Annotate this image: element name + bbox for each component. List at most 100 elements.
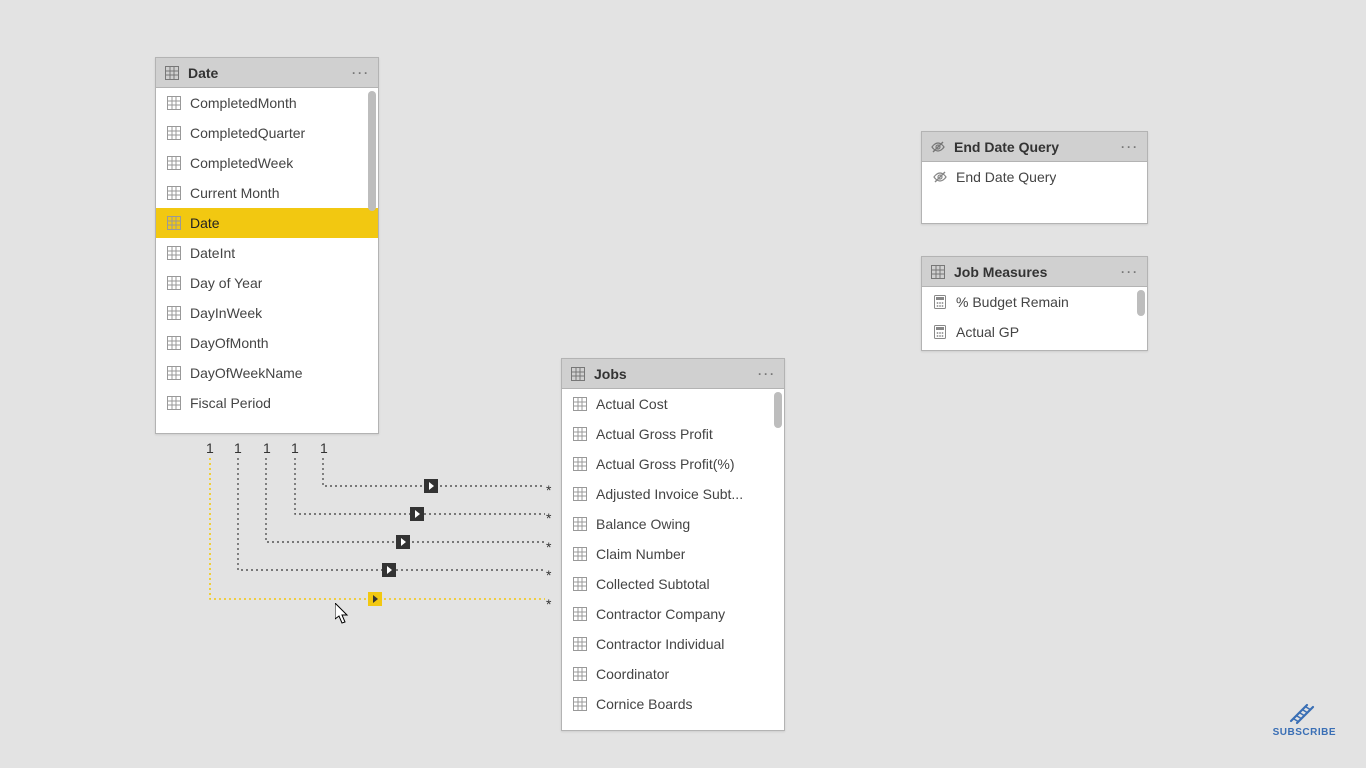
field-row[interactable]: Actual Gross Profit — [562, 419, 784, 449]
field-row[interactable]: DateInt — [156, 238, 378, 268]
table-icon — [572, 546, 588, 562]
scrollbar[interactable] — [1137, 290, 1145, 316]
field-row[interactable]: Contractor Individual — [562, 629, 784, 659]
table-end-date-query-header[interactable]: End Date Query ··· — [922, 132, 1147, 162]
field-label: Actual GP — [956, 324, 1019, 340]
scrollbar[interactable] — [368, 91, 376, 211]
field-label: DayOfMonth — [190, 335, 269, 351]
table-date-header[interactable]: Date ··· — [156, 58, 378, 88]
field-label: Actual Gross Profit — [596, 426, 713, 442]
field-row[interactable]: Coordinator — [562, 659, 784, 689]
table-job-measures-fields: % Budget Remain Actual GP — [922, 287, 1147, 351]
field-row[interactable]: Cornice Boards — [562, 689, 784, 719]
field-row[interactable]: CompletedMonth — [156, 88, 378, 118]
table-date[interactable]: Date ··· CompletedMonthCompletedQuarterC… — [155, 57, 379, 434]
relationship-direction-icon[interactable] — [368, 592, 382, 606]
table-jobs-title: Jobs — [594, 366, 627, 382]
field-label: CompletedQuarter — [190, 125, 305, 141]
relationship-direction-icon[interactable] — [424, 479, 438, 493]
table-icon — [572, 426, 588, 442]
cardinality-one-label: 1 — [234, 440, 242, 456]
table-icon — [572, 516, 588, 532]
table-icon — [572, 486, 588, 502]
table-date-title: Date — [188, 65, 218, 81]
table-date-fields: CompletedMonth CompletedQuarter CompletedW… — [156, 88, 378, 434]
table-icon — [572, 666, 588, 682]
table-icon — [572, 576, 588, 592]
field-row[interactable]: Contractor Company — [562, 599, 784, 629]
cardinality-one-label: 1 — [320, 440, 328, 456]
table-jobs-fields: Actual Cost Actual Gross Profit Actual Gro… — [562, 389, 784, 731]
field-label: Balance Owing — [596, 516, 690, 532]
field-label: DayOfWeekName — [190, 365, 303, 381]
field-label: Actual Gross Profit(%) — [596, 456, 734, 472]
field-label: Day of Year — [190, 275, 262, 291]
field-row[interactable]: Actual GP — [922, 317, 1147, 347]
field-row[interactable]: CompletedWeek — [156, 148, 378, 178]
relationship-direction-icon[interactable] — [396, 535, 410, 549]
field-row[interactable]: Fiscal Period — [156, 388, 378, 418]
more-icon[interactable]: ··· — [1121, 140, 1139, 154]
more-icon[interactable]: ··· — [1121, 265, 1139, 279]
field-row[interactable]: DayInWeek — [156, 298, 378, 328]
field-label: Date — [190, 215, 220, 231]
table-icon — [166, 155, 182, 171]
field-row[interactable]: Actual Gross Profit(%) — [562, 449, 784, 479]
table-jobs-header[interactable]: Jobs ··· — [562, 359, 784, 389]
table-jobs[interactable]: Jobs ··· Actual CostActual Gross ProfitA… — [561, 358, 785, 731]
table-icon — [570, 366, 586, 382]
table-icon — [166, 335, 182, 351]
field-row[interactable]: Balance Owing — [562, 509, 784, 539]
cardinality-one-label: 1 — [206, 440, 214, 456]
scrollbar[interactable] — [774, 392, 782, 428]
field-label: Contractor Company — [596, 606, 725, 622]
field-row[interactable]: DayOfWeekName — [156, 358, 378, 388]
table-end-date-query[interactable]: End Date Query ··· End Date Query — [921, 131, 1148, 224]
field-label: Coordinator — [596, 666, 669, 682]
cardinality-many-label: * — [546, 596, 551, 612]
table-icon — [572, 696, 588, 712]
more-icon[interactable]: ··· — [758, 367, 776, 381]
field-label: Collected Subtotal — [596, 576, 710, 592]
field-row[interactable]: Current Month — [156, 178, 378, 208]
field-row[interactable]: CompletedQuarter — [156, 118, 378, 148]
hidden-icon — [932, 169, 948, 185]
field-row[interactable]: Collected Subtotal — [562, 569, 784, 599]
relationship-direction-icon[interactable] — [410, 507, 424, 521]
table-icon — [166, 395, 182, 411]
more-icon[interactable]: ··· — [352, 66, 370, 80]
dna-icon — [1287, 701, 1321, 725]
field-row[interactable]: Actual Cost — [562, 389, 784, 419]
table-icon — [166, 185, 182, 201]
table-icon — [166, 245, 182, 261]
cardinality-one-label: 1 — [263, 440, 271, 456]
cardinality-one-label: 1 — [291, 440, 299, 456]
relationship-direction-icon[interactable] — [382, 563, 396, 577]
cursor-icon — [335, 603, 351, 625]
calc-icon — [932, 324, 948, 340]
field-row[interactable]: Date — [156, 208, 378, 238]
table-icon — [572, 456, 588, 472]
field-label: Current Month — [190, 185, 279, 201]
table-job-measures-title: Job Measures — [954, 264, 1047, 280]
subscribe-badge[interactable]: SUBSCRIBE — [1273, 701, 1336, 738]
table-end-date-query-title: End Date Query — [954, 139, 1059, 155]
field-row[interactable]: End Date Query — [922, 162, 1147, 192]
field-label: Contractor Individual — [596, 636, 724, 652]
field-row[interactable]: DayOfMonth — [156, 328, 378, 358]
field-label: Cornice Boards — [596, 696, 693, 712]
field-row[interactable]: Day of Year — [156, 268, 378, 298]
table-icon — [166, 365, 182, 381]
table-job-measures[interactable]: Job Measures ··· % Budget Remain Actual G… — [921, 256, 1148, 351]
field-row[interactable]: Claim Number — [562, 539, 784, 569]
field-label: Claim Number — [596, 546, 685, 562]
field-row[interactable]: % Budget Remain — [922, 287, 1147, 317]
table-icon — [164, 65, 180, 81]
subscribe-label: SUBSCRIBE — [1273, 727, 1336, 738]
table-icon — [166, 95, 182, 111]
cardinality-many-label: * — [546, 567, 551, 583]
field-label: Actual Cost — [596, 396, 668, 412]
field-label: Fiscal Period — [190, 395, 271, 411]
table-job-measures-header[interactable]: Job Measures ··· — [922, 257, 1147, 287]
field-row[interactable]: Adjusted Invoice Subt... — [562, 479, 784, 509]
